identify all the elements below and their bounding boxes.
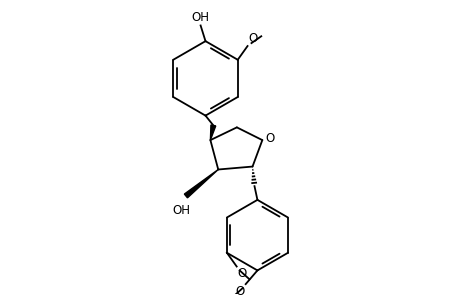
Text: OH: OH — [191, 11, 209, 23]
Text: OH: OH — [172, 204, 190, 217]
Text: O: O — [248, 32, 257, 45]
Polygon shape — [184, 169, 218, 198]
Polygon shape — [210, 125, 215, 140]
Text: O: O — [235, 285, 244, 298]
Text: O: O — [265, 132, 274, 145]
Text: O: O — [237, 268, 246, 281]
